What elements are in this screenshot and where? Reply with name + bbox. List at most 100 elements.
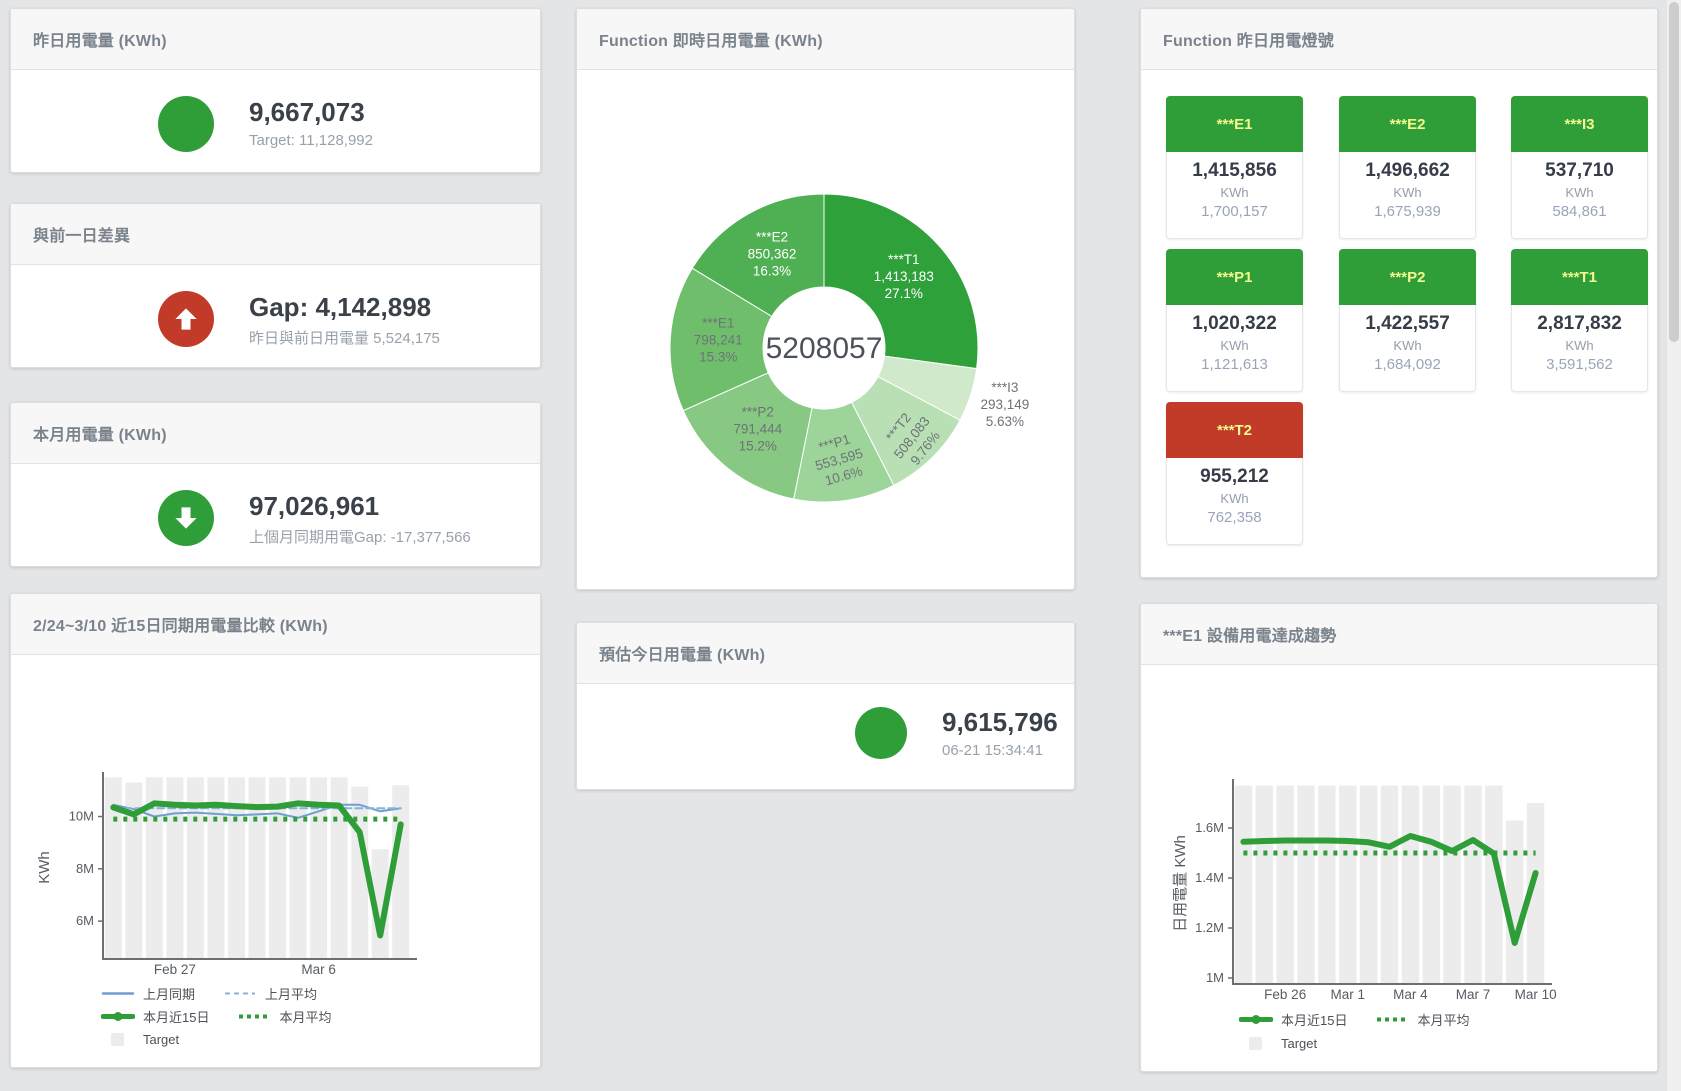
arrow-down-circle-icon xyxy=(158,490,214,546)
legend-label: 本月近15日 xyxy=(143,1009,210,1025)
tile-target-value: 584,861 xyxy=(1552,203,1607,220)
light-tile-T2[interactable]: ***T2 955,212 KWh 762,358 xyxy=(1166,402,1303,545)
tile-value: 1,422,557 xyxy=(1365,313,1450,334)
target-bar[interactable] xyxy=(269,777,286,959)
y-axis-label: 日用電量 KWh xyxy=(1172,835,1189,932)
legend-marker-icon xyxy=(101,991,135,995)
x-tick-label: Mar 7 xyxy=(1456,987,1491,1002)
y-tick-label: 1M xyxy=(1206,970,1224,985)
y-tick-label: 10M xyxy=(69,809,94,824)
target-bar[interactable] xyxy=(1255,785,1273,985)
card-header: Function 昨日用電燈號 xyxy=(1141,9,1657,70)
tile-value: 1,020,322 xyxy=(1192,313,1277,334)
tile-body: 1,415,856 KWh 1,700,157 xyxy=(1166,152,1303,239)
target-bar[interactable] xyxy=(1464,785,1482,985)
tile-body: 1,020,322 KWh 1,121,613 xyxy=(1166,305,1303,392)
target-bar[interactable] xyxy=(1297,785,1315,985)
legend-row: Target xyxy=(1239,1035,1317,1051)
tile-target-value: 1,684,092 xyxy=(1374,356,1441,373)
target-bar[interactable] xyxy=(166,777,184,959)
card-title: 昨日用電量 (KWh) xyxy=(33,33,167,50)
target-bar[interactable] xyxy=(1526,803,1545,984)
tile-body: 537,710 KWh 584,861 xyxy=(1511,152,1648,239)
target-bar[interactable] xyxy=(289,777,307,959)
tile-unit: KWh xyxy=(1565,338,1594,353)
donut-slice-T1[interactable] xyxy=(823,193,979,370)
tile-unit: KWh xyxy=(1220,185,1249,200)
target-bar[interactable] xyxy=(104,777,122,959)
card-title: Function 昨日用電燈號 xyxy=(1163,33,1334,50)
target-bar[interactable] xyxy=(1276,785,1294,985)
stat-value: 9,615,796 xyxy=(942,707,1058,737)
target-bar[interactable] xyxy=(310,777,328,959)
tile-target-value: 1,700,157 xyxy=(1201,203,1268,220)
y-tick-label: 8M xyxy=(76,861,94,876)
x-tick-label: Feb 26 xyxy=(1264,987,1306,1002)
target-bar[interactable] xyxy=(1401,785,1420,985)
card-header: ***E1 設備用電達成趨勢 xyxy=(1141,604,1657,665)
legend-item[interactable]: 本月平均 xyxy=(237,1007,331,1026)
light-tile-P1[interactable]: ***P1 1,020,322 KWh 1,121,613 xyxy=(1166,249,1303,392)
legend-item[interactable]: 本月近15日 xyxy=(1239,1010,1347,1029)
light-tile-I3[interactable]: ***I3 537,710 KWh 584,861 xyxy=(1511,96,1648,239)
target-bar[interactable] xyxy=(392,785,410,959)
target-bar[interactable] xyxy=(1422,785,1440,985)
legend-item[interactable]: 上月同期 xyxy=(101,984,195,1003)
legend-marker-icon xyxy=(225,992,256,994)
donut-slice-E2[interactable] xyxy=(691,193,825,318)
light-tile-E2[interactable]: ***E2 1,496,662 KWh 1,675,939 xyxy=(1339,96,1476,239)
stat-subtitle: Target: 11,128,992 xyxy=(249,132,373,149)
target-bar[interactable] xyxy=(186,777,204,959)
legend-label: 上月同期 xyxy=(143,986,196,1002)
target-bar[interactable] xyxy=(330,777,348,959)
legend-item[interactable]: 本月平均 xyxy=(1375,1010,1469,1029)
donut-slice-P2[interactable] xyxy=(682,372,813,500)
donut-slice-label: ***P2 791,444 15.2% xyxy=(733,405,782,454)
stat-value: 97,026,961 xyxy=(249,491,380,521)
tile-value: 1,496,662 xyxy=(1365,160,1450,181)
tile-status-header: ***E2 xyxy=(1339,96,1476,152)
donut-slice-label: ***E2 850,362 16.3% xyxy=(748,230,797,279)
target-bar[interactable] xyxy=(1380,785,1399,985)
target-bar[interactable] xyxy=(1234,785,1253,985)
scrollbar-thumb[interactable] xyxy=(1669,2,1679,342)
legend-item[interactable]: Target xyxy=(101,1032,179,1047)
target-bar[interactable] xyxy=(1485,785,1503,985)
realtime-usage-donut-chart[interactable]: ***T1 1,413,183 27.1%***I3 293,149 5.63%***T… xyxy=(577,69,1076,591)
card-15day-comparison-chart: 2/24~3/10 近15日同期用電量比較 (KWh) 6M 8M 10M Feb 2… xyxy=(10,593,541,1068)
light-tile-T1[interactable]: ***T1 2,817,832 KWh 3,591,562 xyxy=(1511,249,1648,392)
legend-item[interactable]: 本月近15日 xyxy=(101,1007,209,1026)
tile-unit: KWh xyxy=(1220,338,1249,353)
tile-status-header: ***P2 xyxy=(1339,249,1476,305)
target-bar[interactable] xyxy=(248,777,266,959)
card-header: 昨日用電量 (KWh) xyxy=(11,9,540,70)
donut-slice-E1[interactable] xyxy=(669,267,773,412)
status-circle-icon xyxy=(158,96,214,152)
tile-unit: KWh xyxy=(1565,185,1594,200)
comparison-chart[interactable]: 6M 8M 10M Feb 27 Mar 6 KWh xyxy=(11,658,542,998)
light-tile-P2[interactable]: ***P2 1,422,557 KWh 1,684,092 xyxy=(1339,249,1476,392)
target-bar[interactable] xyxy=(1506,820,1524,985)
light-tile-E1[interactable]: ***E1 1,415,856 KWh 1,700,157 xyxy=(1166,96,1303,239)
tile-value: 1,415,856 xyxy=(1192,160,1277,181)
target-bar[interactable] xyxy=(1443,785,1461,985)
scrollbar-track[interactable] xyxy=(1666,0,1681,1091)
target-bar[interactable] xyxy=(1359,785,1378,985)
card-title: 本月用電量 (KWh) xyxy=(33,427,167,444)
target-bar[interactable] xyxy=(1318,785,1336,985)
target-bar[interactable] xyxy=(207,777,225,959)
card-e1-trend-chart: ***E1 設備用電達成趨勢 1M 1.2M 1.4M 1.6M Feb 26 Mar 1… xyxy=(1140,603,1658,1072)
e1-trend-chart[interactable]: 1M 1.2M 1.4M 1.6M Feb 26 Mar 1 Mar 4 Mar 7 Mar 1… xyxy=(1141,666,1659,1011)
tile-body: 955,212 KWh 762,358 xyxy=(1166,458,1303,545)
arrow-down-icon xyxy=(175,507,197,529)
target-bar[interactable] xyxy=(125,782,143,960)
legend-item[interactable]: 上月平均 xyxy=(223,984,317,1003)
target-bar[interactable] xyxy=(228,777,245,959)
legend-item[interactable]: Target xyxy=(1239,1036,1317,1051)
target-bar[interactable] xyxy=(371,849,389,959)
legend-row: 上月同期 上月平均 xyxy=(101,984,317,1003)
target-bar[interactable] xyxy=(145,777,163,959)
legend-marker-icon xyxy=(239,1014,270,1018)
donut-slice-label: ***T1 1,413,183 27.1% xyxy=(874,252,934,301)
target-bar[interactable] xyxy=(1339,785,1357,985)
